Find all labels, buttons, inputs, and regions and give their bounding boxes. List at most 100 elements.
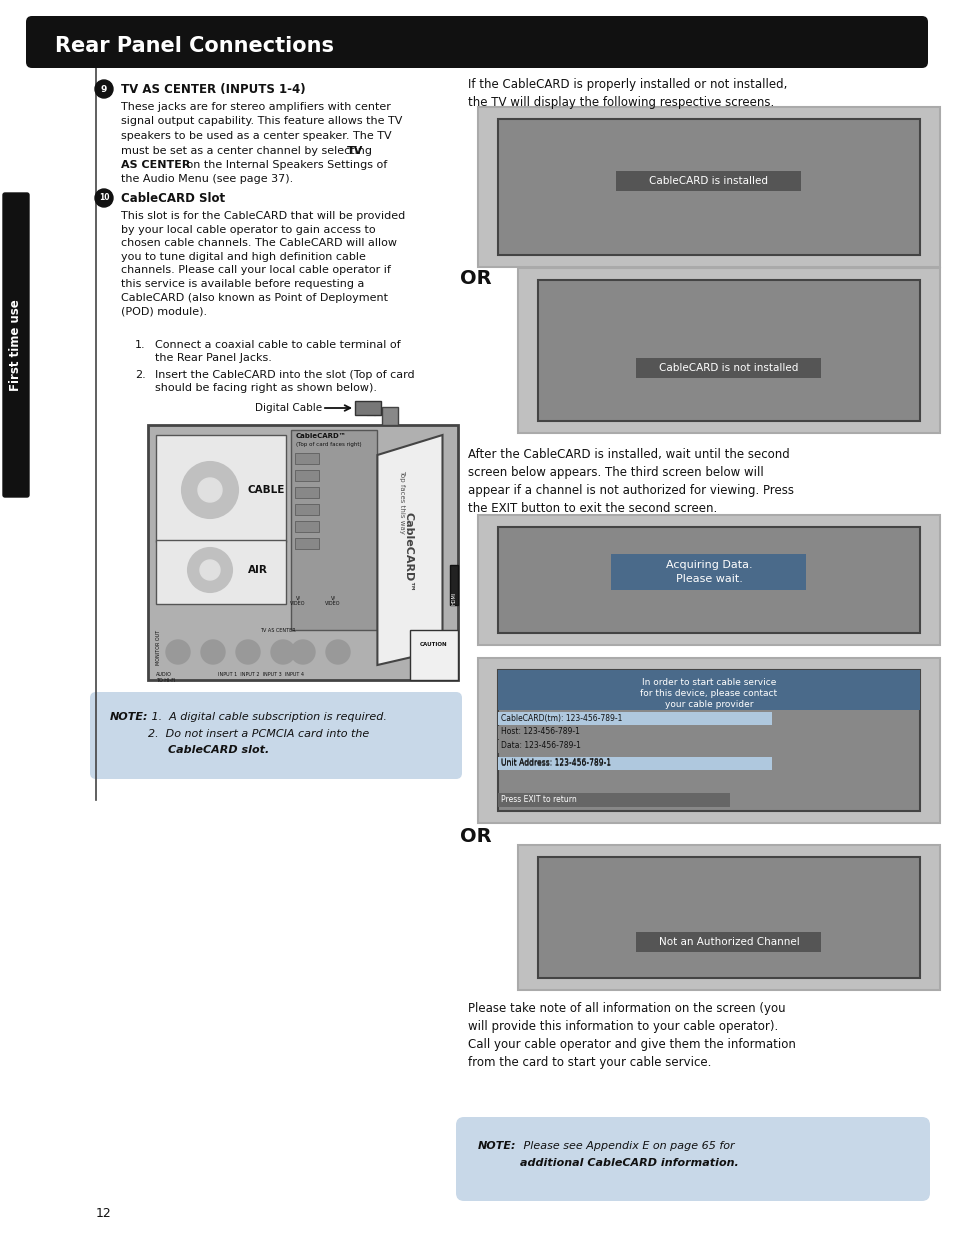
Text: If the CableCARD is properly installed or not installed,
the TV will display the: If the CableCARD is properly installed o…	[468, 78, 786, 109]
Text: 2.  Do not insert a PCMCIA card into the: 2. Do not insert a PCMCIA card into the	[148, 729, 369, 739]
Bar	[291, 430, 377, 630]
Bar	[294, 471, 318, 480]
FancyBboxPatch shape	[90, 692, 461, 779]
Text: 1.: 1.	[135, 340, 146, 350]
Text: Host: 123-456-789-1: Host: 123-456-789-1	[500, 727, 579, 736]
Text: These jacks are for stereo amplifiers with center: These jacks are for stereo amplifiers wi…	[121, 103, 391, 112]
Bar	[497, 793, 729, 806]
Bar	[148, 425, 457, 680]
Bar	[381, 408, 397, 425]
Circle shape	[166, 640, 190, 664]
Bar	[497, 671, 919, 710]
Bar	[156, 540, 286, 604]
Text: AUDIO
TO HI-FI: AUDIO TO HI-FI	[156, 672, 175, 683]
Text: Rear Panel Connections: Rear Panel Connections	[55, 36, 334, 56]
Text: TV AS CENTER: TV AS CENTER	[260, 627, 295, 632]
Bar	[636, 932, 821, 952]
Text: Press EXIT to return: Press EXIT to return	[500, 795, 577, 804]
Bar	[636, 358, 821, 378]
Text: Unit Address: 123-456-789-1: Unit Address: 123-456-789-1	[500, 758, 611, 767]
Text: MONITOR OUT: MONITOR OUT	[156, 630, 161, 666]
Bar	[497, 119, 919, 254]
Bar	[497, 757, 772, 769]
Bar	[537, 280, 919, 421]
Bar	[477, 658, 939, 823]
Text: for this device, please contact: for this device, please contact	[639, 689, 777, 698]
Text: must be set as a center channel by selecting: must be set as a center channel by selec…	[121, 146, 375, 156]
Bar	[517, 845, 939, 990]
Bar	[156, 435, 286, 542]
Circle shape	[291, 640, 314, 664]
Bar	[294, 487, 318, 498]
Bar	[517, 268, 939, 433]
Bar	[497, 726, 772, 739]
Text: V/
VIDEO: V/ VIDEO	[325, 595, 340, 606]
Text: NOTE:: NOTE:	[110, 713, 149, 722]
Text: 10: 10	[99, 194, 110, 203]
Text: In order to start cable service: In order to start cable service	[641, 678, 776, 687]
Text: NOTE:: NOTE:	[477, 1141, 516, 1151]
Text: Not an Authorized Channel: Not an Authorized Channel	[658, 937, 799, 947]
Text: OR: OR	[459, 826, 491, 846]
Bar	[537, 857, 919, 978]
Bar	[497, 527, 919, 634]
Text: additional CableCARD information.: additional CableCARD information.	[519, 1158, 738, 1168]
Bar	[616, 170, 801, 190]
Circle shape	[182, 462, 237, 517]
Circle shape	[201, 640, 225, 664]
Text: First time use: First time use	[10, 299, 23, 390]
Text: AS CENTER: AS CENTER	[121, 161, 191, 170]
Circle shape	[326, 640, 350, 664]
Text: Top faces this way: Top faces this way	[398, 469, 405, 534]
Text: Please take note of all information on the screen (you
will provide this informa: Please take note of all information on t…	[468, 1002, 795, 1070]
Circle shape	[271, 640, 294, 664]
FancyBboxPatch shape	[26, 16, 927, 68]
Text: (Top of card faces right): (Top of card faces right)	[295, 442, 361, 447]
Text: Connect a coaxial cable to cable terminal of
the Rear Panel Jacks.: Connect a coaxial cable to cable termina…	[154, 340, 400, 363]
Text: CableCARD™: CableCARD™	[295, 433, 346, 438]
Text: AIR: AIR	[248, 564, 268, 576]
Text: CABLE: CABLE	[248, 485, 285, 495]
Bar	[497, 671, 919, 811]
Text: Data: 123-456-789-1: Data: 123-456-789-1	[500, 741, 580, 751]
Text: V/
VIDEO: V/ VIDEO	[290, 595, 305, 606]
Text: 9: 9	[101, 84, 107, 94]
Text: OR: OR	[459, 268, 491, 288]
Text: TV: TV	[347, 146, 363, 156]
Circle shape	[95, 80, 112, 98]
Bar	[294, 453, 318, 464]
Circle shape	[198, 478, 222, 501]
Text: TV AS CENTER (INPUTS 1-4): TV AS CENTER (INPUTS 1-4)	[121, 83, 305, 95]
Text: CableCARD slot.: CableCARD slot.	[168, 745, 269, 755]
Text: 2.: 2.	[135, 370, 146, 380]
Text: the Audio Menu (see page 37).: the Audio Menu (see page 37).	[121, 174, 293, 184]
Text: INPUT 1  INPUT 2  INPUT 3  INPUT 4: INPUT 1 INPUT 2 INPUT 3 INPUT 4	[218, 672, 304, 677]
Text: CableCARD(tm): 123-456-789-1: CableCARD(tm): 123-456-789-1	[500, 714, 621, 722]
Bar	[611, 553, 805, 589]
Circle shape	[235, 640, 260, 664]
Text: 1.  A digital cable subscription is required.: 1. A digital cable subscription is requi…	[148, 713, 387, 722]
Text: This slot is for the CableCARD that will be provided
by your local cable operato: This slot is for the CableCARD that will…	[121, 211, 405, 316]
FancyBboxPatch shape	[3, 193, 29, 496]
Text: Insert the CableCARD into the slot (Top of card
should be facing right as shown : Insert the CableCARD into the slot (Top …	[154, 370, 415, 393]
Circle shape	[95, 189, 112, 207]
Text: Unit Address: 123-456-789-1: Unit Address: 123-456-789-1	[500, 758, 611, 767]
Bar	[477, 515, 939, 645]
Text: speakers to be used as a center speaker. The TV: speakers to be used as a center speaker.…	[121, 131, 392, 141]
Bar	[497, 713, 772, 725]
Text: CableCARD Slot: CableCARD Slot	[121, 191, 225, 205]
Bar	[477, 107, 939, 267]
Text: Acquiring Data.: Acquiring Data.	[665, 559, 752, 569]
Text: signal output capability. This feature allows the TV: signal output capability. This feature a…	[121, 116, 402, 126]
Polygon shape	[377, 435, 442, 664]
Bar	[450, 566, 457, 605]
Text: CableCARD is not installed: CableCARD is not installed	[659, 363, 798, 373]
Circle shape	[200, 559, 220, 580]
Text: CableCARD is installed: CableCARD is installed	[649, 175, 768, 185]
Text: Digital Cable: Digital Cable	[254, 403, 322, 412]
Text: 12: 12	[96, 1207, 112, 1220]
Bar	[294, 521, 318, 532]
Text: Please wait.: Please wait.	[675, 573, 741, 583]
Text: your cable provider: your cable provider	[664, 700, 753, 709]
Bar	[410, 630, 457, 680]
